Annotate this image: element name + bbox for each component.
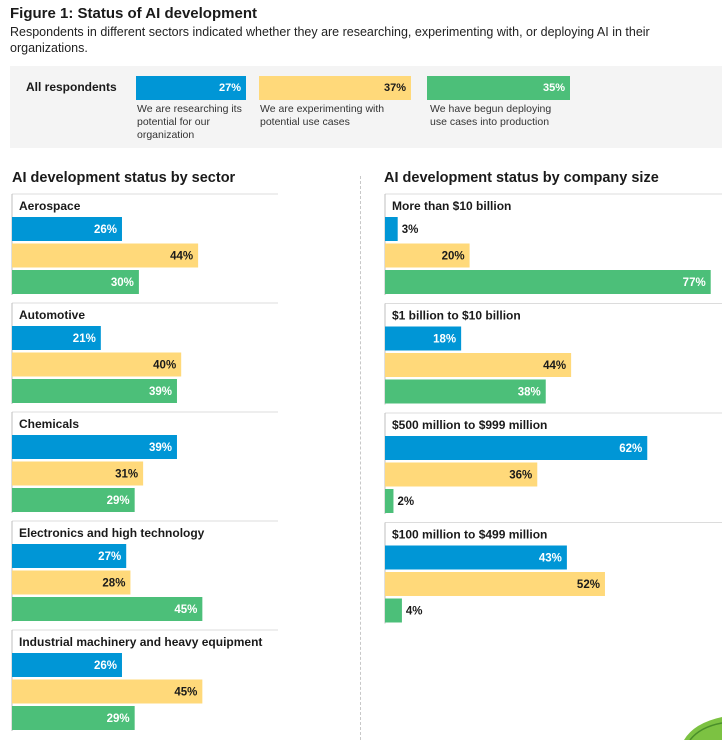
all-experiment-bar: 37% <box>259 76 411 100</box>
bar-value-label: 39% <box>149 442 172 454</box>
bar-deploy <box>12 379 177 403</box>
group-label: $500 million to $999 million <box>392 418 547 432</box>
bar-value-label: 3% <box>402 224 419 236</box>
bar-value-label: 20% <box>442 251 465 263</box>
group-label: Automotive <box>19 308 85 322</box>
bar-value-label: 4% <box>406 606 423 618</box>
bar-value-label: 29% <box>107 495 130 507</box>
bar-value-label: 26% <box>94 224 117 236</box>
group-label: More than $10 billion <box>392 199 511 213</box>
bar-research <box>12 326 101 350</box>
bar-research <box>12 544 127 568</box>
bar-experiment <box>385 353 572 377</box>
group-label: $1 billion to $10 billion <box>392 309 521 323</box>
all-respondents-label: All respondents <box>26 80 117 94</box>
bar-value-label: 30% <box>111 277 134 289</box>
bar-research <box>385 436 648 460</box>
bar-experiment <box>385 462 538 487</box>
bar-deploy <box>12 270 139 294</box>
bar-deploy <box>385 489 394 513</box>
bar-deploy <box>12 706 135 730</box>
leaf-decoration <box>684 717 722 740</box>
size-chart-title: AI development status by company size <box>384 170 659 186</box>
bar-value-label: 38% <box>518 387 541 399</box>
bar-value-label: 77% <box>683 277 706 289</box>
all-research-note: We are researching its potential for our… <box>137 103 242 141</box>
bar-experiment <box>12 243 199 268</box>
bar-value-label: 28% <box>102 578 125 590</box>
bar-value-label: 27% <box>98 551 121 563</box>
bar-value-label: 45% <box>174 687 197 699</box>
bar-value-label: 44% <box>170 251 193 263</box>
bar-value-label: 62% <box>619 443 642 455</box>
bar-deploy <box>385 598 402 623</box>
bar-value-label: 39% <box>149 386 172 398</box>
bar-value-label: 45% <box>174 604 197 616</box>
bar-research <box>385 217 398 241</box>
bar-research <box>12 653 122 677</box>
all-experiment-note: We are experimenting with potential use … <box>260 103 385 128</box>
bar-research <box>385 545 567 570</box>
all-research-bar: 27% <box>136 76 246 100</box>
bar-research <box>12 217 122 241</box>
bar-experiment <box>12 679 203 704</box>
figure-subtitle: Respondents in different sectors indicat… <box>10 25 650 55</box>
bar-experiment <box>12 352 182 377</box>
all-deploy-note: We have begun deploying use cases into p… <box>430 103 552 128</box>
bar-value-label: 26% <box>94 660 117 672</box>
bar-value-label: 2% <box>397 496 414 508</box>
bar-value-label: 43% <box>539 553 562 565</box>
bar-experiment <box>12 570 131 595</box>
bar-value-label: 40% <box>153 360 176 372</box>
group-label: Electronics and high technology <box>19 526 205 540</box>
group-label: Aerospace <box>19 199 81 213</box>
group-label: Industrial machinery and heavy equipment <box>19 635 262 649</box>
bar-research <box>385 326 462 351</box>
group-label: Chemicals <box>19 417 79 431</box>
bar-value-label: 31% <box>115 469 138 481</box>
bar-experiment <box>385 572 605 596</box>
bar-value-label: 18% <box>433 334 456 346</box>
all-deploy-bar: 35% <box>427 76 570 100</box>
bar-deploy <box>12 488 135 512</box>
bar-value-label: 52% <box>577 579 600 591</box>
bar-research <box>12 435 177 459</box>
panel-divider <box>360 176 361 740</box>
bar-experiment <box>385 243 470 268</box>
bar-value-label: 44% <box>543 360 566 372</box>
bar-value-label: 29% <box>107 713 130 725</box>
bar-value-label: 21% <box>73 333 96 345</box>
figure-title: Figure 1: Status of AI development <box>10 5 257 22</box>
bar-deploy <box>12 597 203 621</box>
sector-chart-title: AI development status by sector <box>12 170 236 186</box>
bar-deploy <box>385 379 546 404</box>
group-label: $100 million to $499 million <box>392 528 547 542</box>
bar-experiment <box>12 461 144 486</box>
bar-deploy <box>385 270 711 294</box>
bar-value-label: 36% <box>509 470 532 482</box>
